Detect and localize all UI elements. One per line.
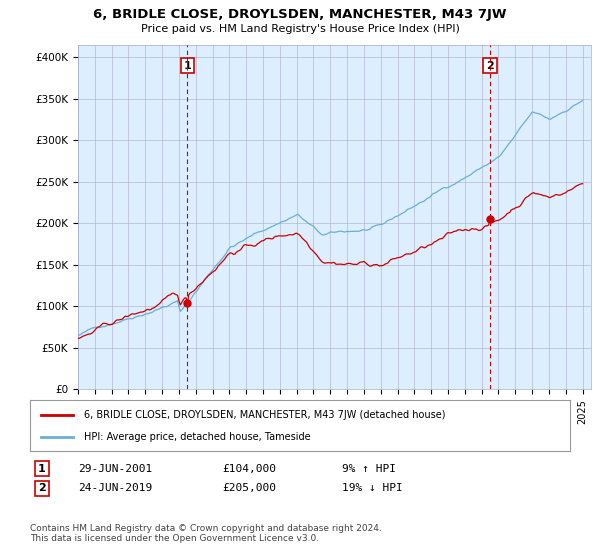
Text: 1: 1 xyxy=(184,60,191,71)
Text: 19% ↓ HPI: 19% ↓ HPI xyxy=(342,483,403,493)
Text: 24-JUN-2019: 24-JUN-2019 xyxy=(78,483,152,493)
Text: 6, BRIDLE CLOSE, DROYLSDEN, MANCHESTER, M43 7JW: 6, BRIDLE CLOSE, DROYLSDEN, MANCHESTER, … xyxy=(93,8,507,21)
Text: Price paid vs. HM Land Registry's House Price Index (HPI): Price paid vs. HM Land Registry's House … xyxy=(140,24,460,34)
Text: 2: 2 xyxy=(486,60,494,71)
Text: £104,000: £104,000 xyxy=(222,464,276,474)
Text: 29-JUN-2001: 29-JUN-2001 xyxy=(78,464,152,474)
Text: 1: 1 xyxy=(38,464,46,474)
Text: 9% ↑ HPI: 9% ↑ HPI xyxy=(342,464,396,474)
Text: 2: 2 xyxy=(38,483,46,493)
Text: HPI: Average price, detached house, Tameside: HPI: Average price, detached house, Tame… xyxy=(84,432,311,442)
Text: Contains HM Land Registry data © Crown copyright and database right 2024.
This d: Contains HM Land Registry data © Crown c… xyxy=(30,524,382,543)
Text: £205,000: £205,000 xyxy=(222,483,276,493)
Text: 6, BRIDLE CLOSE, DROYLSDEN, MANCHESTER, M43 7JW (detached house): 6, BRIDLE CLOSE, DROYLSDEN, MANCHESTER, … xyxy=(84,409,445,419)
